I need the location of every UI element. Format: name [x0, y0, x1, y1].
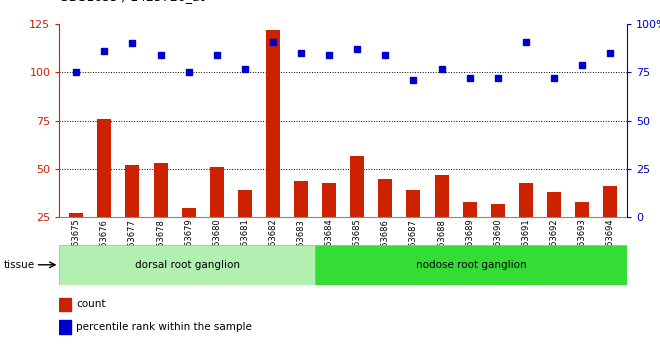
- Text: GDS1635 / 1425720_at: GDS1635 / 1425720_at: [59, 0, 205, 3]
- Text: nodose root ganglion: nodose root ganglion: [416, 260, 526, 270]
- Bar: [463, 202, 477, 266]
- Bar: [238, 190, 252, 266]
- Bar: [294, 181, 308, 266]
- Bar: [210, 167, 224, 266]
- Bar: [59, 298, 71, 311]
- Text: dorsal root ganglion: dorsal root ganglion: [135, 260, 240, 270]
- Bar: [154, 163, 168, 266]
- Bar: [434, 175, 449, 266]
- Bar: [322, 183, 336, 266]
- Bar: [378, 179, 393, 266]
- Text: percentile rank within the sample: percentile rank within the sample: [76, 322, 251, 332]
- Bar: [59, 245, 315, 285]
- Bar: [69, 214, 83, 266]
- Bar: [519, 183, 533, 266]
- Text: count: count: [76, 299, 106, 309]
- Bar: [97, 119, 112, 266]
- Bar: [182, 208, 195, 266]
- Bar: [350, 156, 364, 266]
- Bar: [491, 204, 505, 266]
- Bar: [266, 30, 280, 266]
- Bar: [603, 186, 617, 266]
- Bar: [547, 192, 561, 266]
- Text: tissue: tissue: [3, 260, 34, 270]
- Bar: [575, 202, 589, 266]
- Bar: [59, 320, 71, 334]
- Bar: [125, 165, 139, 266]
- Bar: [407, 190, 420, 266]
- Bar: [315, 245, 627, 285]
